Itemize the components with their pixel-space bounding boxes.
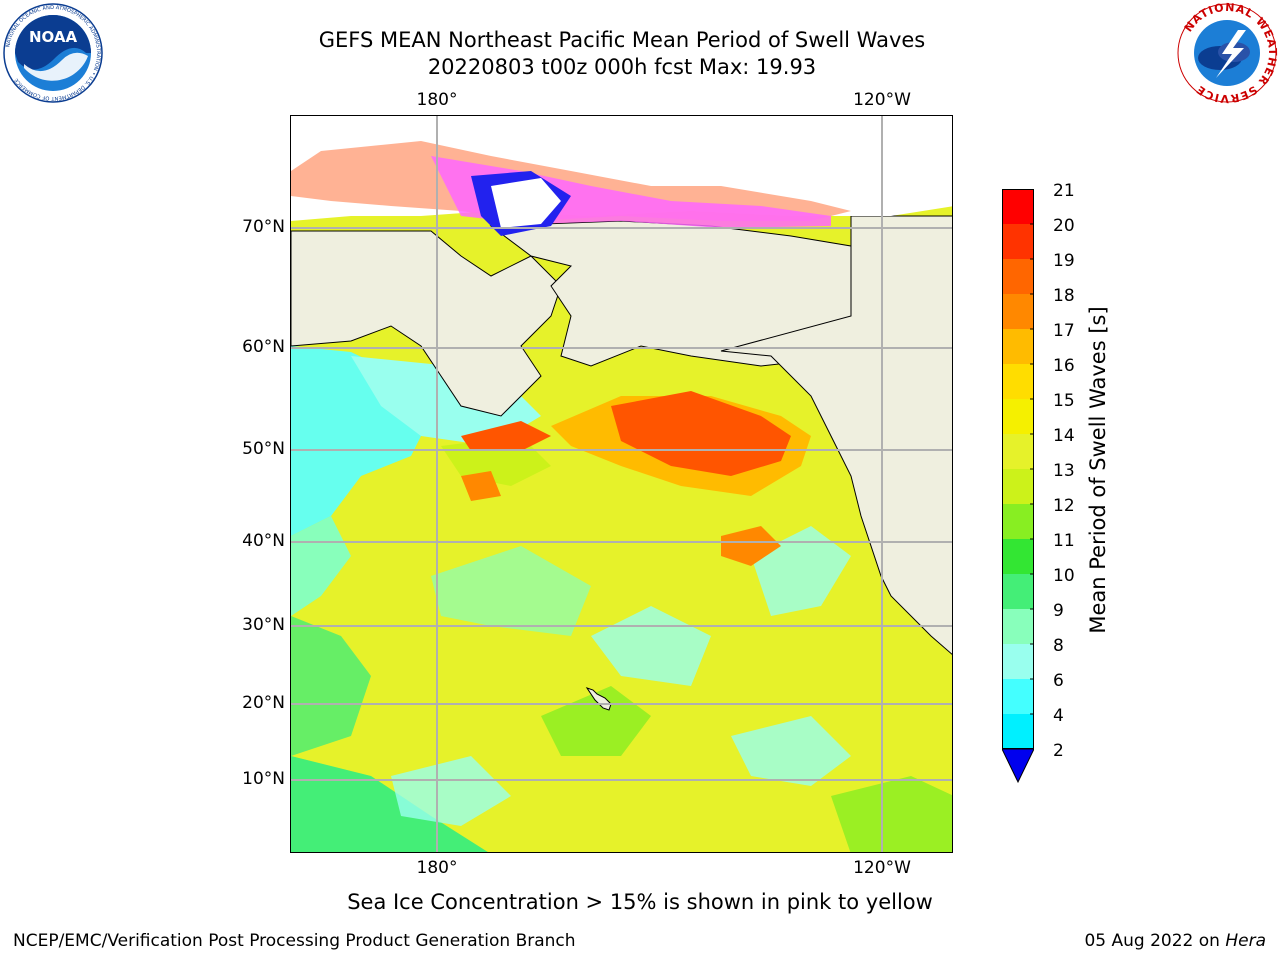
colorbar-tick-label: 21 bbox=[1053, 181, 1075, 201]
colorbar-tick-label: 20 bbox=[1053, 216, 1075, 236]
footer-credit: NCEP/EMC/Verification Post Processing Pr… bbox=[13, 931, 576, 951]
plot-subtitle: 20220803 t00z 000h fcst Max: 19.93 bbox=[427, 55, 817, 79]
swell-region-cyan-bering bbox=[351, 356, 541, 446]
swell-region-se-cyan bbox=[731, 716, 851, 786]
lon-label-120w-bottom: 120°W bbox=[853, 858, 911, 878]
lat-label-20n: 20°N bbox=[242, 693, 285, 713]
colorbar-band bbox=[1002, 329, 1034, 364]
swell-region-se-green bbox=[831, 776, 952, 852]
lat-label-50n: 50°N bbox=[242, 439, 285, 459]
map-canvas bbox=[291, 116, 952, 852]
colorbar-band bbox=[1002, 189, 1034, 224]
colorbar-band bbox=[1002, 609, 1034, 644]
colorbar-tick-label: 11 bbox=[1053, 531, 1075, 551]
lat-label-40n: 40°N bbox=[242, 531, 285, 551]
colorbar-band bbox=[1002, 399, 1034, 434]
lat-label-70n: 70°N bbox=[242, 217, 285, 237]
sea-ice-open-water bbox=[491, 178, 561, 228]
sea-ice-orange bbox=[291, 141, 851, 221]
colorbar-tick-label: 6 bbox=[1053, 671, 1064, 691]
lon-label-180-bottom: 180° bbox=[416, 858, 458, 878]
colorbar-band bbox=[1002, 224, 1034, 259]
colorbar-extend-arrow bbox=[1001, 748, 1035, 784]
colorbar-label: Mean Period of Swell Waves [s] bbox=[1086, 306, 1110, 634]
lat-label-10n: 10°N bbox=[242, 769, 285, 789]
footer-machine: Hera bbox=[1225, 931, 1266, 951]
land-chukotka bbox=[291, 230, 562, 417]
swell-region-orange-east bbox=[721, 526, 781, 566]
colorbar-band bbox=[1002, 469, 1034, 504]
colorbar-tick-label: 8 bbox=[1053, 636, 1064, 656]
colorbar-tick-label: 17 bbox=[1053, 321, 1075, 341]
colorbar-band bbox=[1002, 259, 1034, 294]
colorbar-tick-label: 4 bbox=[1053, 706, 1064, 726]
swell-region-red-west bbox=[461, 421, 551, 451]
noaa-logo: NOAA NATIONAL OCEANIC AND ATMOSPHERIC AD… bbox=[2, 2, 104, 104]
swell-region-sw-cyan bbox=[391, 756, 511, 826]
colorbar bbox=[1001, 188, 1035, 784]
colorbar-band bbox=[1002, 574, 1034, 609]
footer-date: 05 Aug 2022 on Hera bbox=[1084, 931, 1266, 951]
colorbar-band bbox=[1002, 714, 1034, 749]
colorbar-band bbox=[1002, 539, 1034, 574]
colorbar-canvas bbox=[1001, 188, 1035, 784]
lat-label-30n: 30°N bbox=[242, 615, 285, 635]
footer-date-text: 05 Aug 2022 on bbox=[1084, 931, 1220, 951]
noaa-logo-text: NOAA bbox=[29, 28, 78, 46]
graticule bbox=[291, 116, 952, 852]
swell-region-orange-small bbox=[461, 471, 501, 501]
swell-region-red-core bbox=[611, 391, 791, 476]
colorbar-tick-label: 12 bbox=[1053, 496, 1075, 516]
colorbar-tick-label: 10 bbox=[1053, 566, 1075, 586]
lon-label-180-top: 180° bbox=[416, 90, 458, 110]
colorbar-tick-label: 9 bbox=[1053, 601, 1064, 621]
sea-ice-note: Sea Ice Concentration > 15% is shown in … bbox=[347, 890, 933, 914]
colorbar-band bbox=[1002, 504, 1034, 539]
lat-label-60n: 60°N bbox=[242, 337, 285, 357]
colorbar-band bbox=[1002, 434, 1034, 469]
colorbar-tick-label: 18 bbox=[1053, 286, 1075, 306]
lon-label-120w-top: 120°W bbox=[853, 90, 911, 110]
nws-logo: NATIONAL WEATHER SERVICE bbox=[1176, 1, 1278, 105]
swell-region-green-southwest bbox=[291, 616, 371, 756]
swell-period-map bbox=[290, 115, 953, 853]
colorbar-tick-label: 16 bbox=[1053, 356, 1075, 376]
colorbar-tick-label: 15 bbox=[1053, 391, 1075, 411]
colorbar-tick-label: 19 bbox=[1053, 251, 1075, 271]
colorbar-band bbox=[1002, 364, 1034, 399]
colorbar-tick-label: 14 bbox=[1053, 426, 1075, 446]
colorbar-tick-label: 2 bbox=[1053, 741, 1064, 761]
swell-region-central bbox=[431, 546, 591, 636]
colorbar-tick-label: 13 bbox=[1053, 461, 1075, 481]
colorbar-band bbox=[1002, 294, 1034, 329]
plot-title: GEFS MEAN Northeast Pacific Mean Period … bbox=[318, 28, 926, 52]
colorbar-band bbox=[1002, 644, 1034, 679]
colorbar-band bbox=[1002, 679, 1034, 714]
